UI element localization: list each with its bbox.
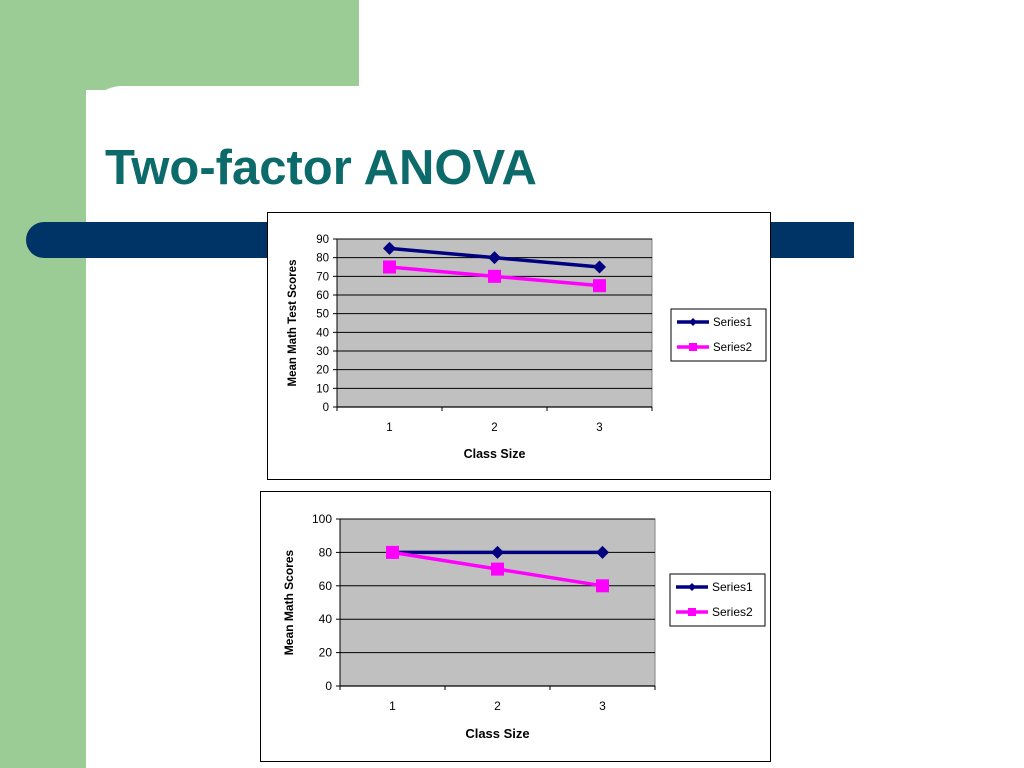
series-1-point xyxy=(491,545,504,559)
x-tick-label: 1 xyxy=(386,422,392,434)
x-tick-label: 2 xyxy=(494,699,501,713)
legend-series-1-label: Series1 xyxy=(712,580,753,594)
y-axis-title: Mean Math Test Scores xyxy=(287,260,299,387)
y-tick-label: 60 xyxy=(319,579,333,593)
y-tick-label: 40 xyxy=(316,327,329,339)
y-axis-title: Mean Math Scores xyxy=(282,549,296,655)
chart-test-scores: 0 10 20 30 40 50 60 70 80 90 1 2 3 Class Size Mean Mat… xyxy=(267,212,771,480)
legend-series-1-marker xyxy=(688,583,696,591)
top-green-band xyxy=(0,0,359,90)
series-1-point xyxy=(488,251,501,265)
legend-box xyxy=(670,308,767,362)
series-1-point xyxy=(383,241,396,255)
chart-test-scores-svg: 0 10 20 30 40 50 60 70 80 90 1 2 3 Class Size Mean Mat… xyxy=(287,234,767,461)
series-2-point xyxy=(596,579,609,593)
slide-title: Two-factor ANOVA xyxy=(105,141,537,195)
legend-series-1-label: Series1 xyxy=(713,317,752,329)
y-tick-label: 0 xyxy=(323,402,329,414)
x-tick-label: 1 xyxy=(389,699,396,713)
y-tick-label: 20 xyxy=(319,646,333,660)
y-tick-label: 10 xyxy=(316,383,329,395)
x-tick-label: 3 xyxy=(596,422,602,434)
x-tick-label: 2 xyxy=(491,422,497,434)
legend-series-2-marker xyxy=(688,608,696,616)
legend-series-2-label: Series2 xyxy=(712,605,753,619)
x-tick-label: 3 xyxy=(599,699,606,713)
y-tick-label: 90 xyxy=(316,234,329,246)
y-tick-label: 20 xyxy=(316,365,329,377)
legend-series-2-label: Series2 xyxy=(713,342,752,354)
series-2-point xyxy=(386,545,399,559)
y-tick-label: 50 xyxy=(316,309,329,321)
left-green-band xyxy=(0,0,86,768)
series-2-point xyxy=(488,269,501,283)
chart-math-scores: 0 20 40 60 80 100 1 2 3 Class Size Mean Math Score… xyxy=(260,491,771,762)
y-tick-label: 80 xyxy=(319,545,333,559)
y-tick-label: 80 xyxy=(316,253,329,265)
chart-math-scores-svg: 0 20 40 60 80 100 1 2 3 Class Size Mean Math Score… xyxy=(282,512,766,741)
legend-box xyxy=(669,573,766,627)
series-1-point xyxy=(596,545,609,559)
y-tick-label: 70 xyxy=(316,271,329,283)
series-2-point xyxy=(593,279,606,293)
y-tick-label: 40 xyxy=(319,612,333,626)
legend-series-2-marker xyxy=(689,343,697,351)
series-1-point xyxy=(593,260,606,274)
y-tick-label: 0 xyxy=(325,679,332,693)
series-2-point xyxy=(383,260,396,274)
y-tick-label: 30 xyxy=(316,346,329,358)
x-axis-title: Class Size xyxy=(465,726,529,741)
y-tick-label: 100 xyxy=(312,512,332,526)
plot-area xyxy=(339,518,656,687)
x-axis-title: Class Size xyxy=(464,447,526,461)
legend-series-1-marker xyxy=(689,318,697,326)
y-tick-label: 60 xyxy=(316,290,329,302)
series-2-point xyxy=(491,562,504,576)
